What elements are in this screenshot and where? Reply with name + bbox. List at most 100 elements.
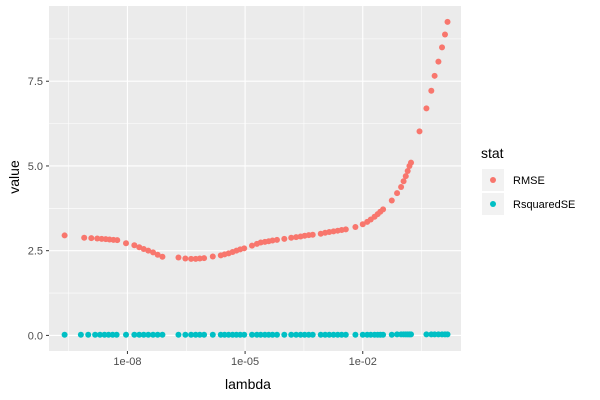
point-rmse: [140, 245, 147, 252]
y-tick-label: 7.5: [28, 76, 43, 88]
point-rmse: [201, 255, 208, 262]
point-rsquaredse: [97, 331, 104, 338]
point-rmse: [416, 128, 423, 135]
x-axis-title: lambda: [225, 376, 271, 392]
point-rmse: [131, 242, 138, 249]
point-rmse: [249, 242, 256, 249]
point-rmse: [400, 178, 407, 185]
point-rsquaredse: [154, 331, 161, 338]
point-rsquaredse: [192, 331, 199, 338]
point-rsquaredse: [257, 331, 264, 338]
point-rsquaredse: [408, 331, 415, 338]
point-rsquaredse: [423, 331, 430, 338]
point-rsquaredse: [380, 331, 387, 338]
point-rsquaredse: [150, 331, 157, 338]
legend-label-rmse: RMSE: [513, 175, 545, 187]
point-rsquaredse: [123, 331, 130, 338]
point-rsquaredse: [249, 331, 256, 338]
point-rsquaredse: [145, 331, 152, 338]
point-rmse: [273, 236, 280, 243]
point-rmse: [352, 223, 359, 230]
y-tick-label: 5.0: [28, 161, 43, 173]
point-rmse: [309, 231, 316, 238]
point-rsquaredse: [273, 331, 280, 338]
point-rmse: [145, 247, 152, 254]
point-rmse: [159, 253, 166, 260]
point-rsquaredse: [113, 331, 120, 338]
point-rsquaredse: [131, 331, 138, 338]
point-rmse: [209, 253, 216, 260]
point-rmse: [439, 44, 446, 51]
point-rmse: [398, 183, 405, 190]
point-rmse: [293, 234, 300, 241]
point-rmse: [175, 254, 182, 261]
point-rsquaredse: [359, 331, 366, 338]
x-tick-label: 1e-08: [113, 356, 141, 368]
legend-item-rmse: RMSE: [482, 169, 545, 191]
point-rmse: [428, 87, 435, 94]
point-rmse: [241, 245, 248, 252]
point-rsquaredse: [388, 331, 395, 338]
point-rmse: [281, 235, 288, 242]
point-rmse: [196, 255, 203, 262]
point-rsquaredse: [317, 331, 324, 338]
point-rsquaredse: [92, 331, 99, 338]
point-rmse: [81, 234, 88, 241]
point-rmse: [114, 237, 121, 244]
point-rsquaredse: [209, 331, 216, 338]
point-rmse: [61, 232, 68, 239]
minor-gridlines: [49, 6, 461, 351]
point-rsquaredse: [196, 331, 203, 338]
point-rsquaredse: [61, 331, 68, 338]
point-rsquaredse: [182, 331, 189, 338]
point-rmse: [123, 240, 130, 247]
point-rmse: [154, 251, 161, 258]
point-rmse: [441, 31, 448, 38]
y-tick-label: 0.0: [28, 330, 43, 342]
point-rmse: [435, 58, 442, 65]
point-rsquaredse: [338, 331, 345, 338]
x-axis: 1e-08 1e-05 1e-02: [113, 351, 377, 368]
point-rmse: [404, 168, 411, 175]
point-rsquaredse: [330, 331, 337, 338]
point-rsquaredse: [188, 331, 195, 338]
point-rmse: [431, 72, 438, 79]
legend-item-rsquaredse: RsquaredSE: [482, 193, 575, 215]
legend-swatch-rsquaredse: [490, 201, 496, 207]
data-points: [61, 18, 451, 338]
point-rsquaredse: [288, 331, 295, 338]
point-rsquaredse: [444, 331, 451, 338]
point-rmse: [394, 190, 401, 197]
point-rmse: [388, 197, 395, 204]
plot-panel: [49, 6, 461, 351]
point-rmse: [380, 206, 387, 213]
point-rsquaredse: [293, 331, 300, 338]
point-rsquaredse: [326, 331, 333, 338]
point-rsquaredse: [105, 331, 112, 338]
point-rmse: [269, 237, 276, 244]
point-rsquaredse: [281, 331, 288, 338]
point-rsquaredse: [269, 331, 276, 338]
x-tick-label: 1e-05: [231, 356, 259, 368]
legend-title: stat: [481, 145, 504, 161]
point-rsquaredse: [136, 331, 143, 338]
point-rmse: [359, 221, 366, 228]
point-rsquaredse: [322, 331, 329, 338]
point-rsquaredse: [77, 331, 84, 338]
point-rsquaredse: [159, 331, 166, 338]
point-rsquaredse: [309, 331, 316, 338]
y-axis-title: value: [6, 160, 22, 194]
legend: stat RMSE RsquaredSE: [481, 145, 575, 215]
y-axis: 0.0 2.5 5.0 7.5: [28, 76, 49, 342]
y-tick-label: 2.5: [28, 246, 43, 258]
point-rmse: [342, 226, 349, 233]
point-rsquaredse: [241, 331, 248, 338]
point-rmse: [188, 255, 195, 262]
point-rsquaredse: [342, 331, 349, 338]
point-rmse: [150, 249, 157, 256]
point-rmse: [182, 255, 189, 262]
point-rmse: [444, 18, 451, 25]
point-rmse: [423, 105, 430, 112]
x-tick-label: 1e-02: [349, 356, 377, 368]
